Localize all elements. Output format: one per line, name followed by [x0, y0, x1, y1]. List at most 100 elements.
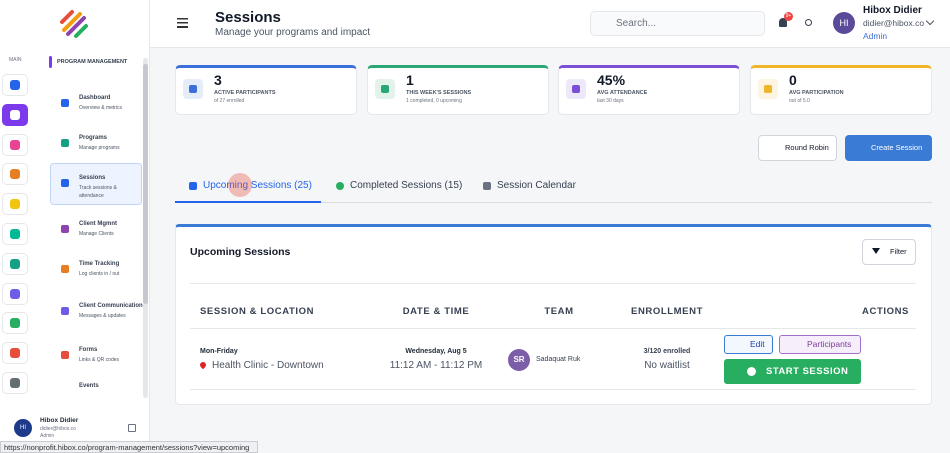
participants-button[interactable]: Participants [779, 335, 861, 354]
rail-icon [10, 318, 20, 329]
stat-label: AVG ATTENDANCE [597, 90, 648, 96]
column-header: ACTIONS [862, 306, 909, 317]
nav-title: Forms [79, 347, 98, 353]
tab[interactable]: Completed Sessions (15) [350, 180, 463, 191]
header-role: Admin [863, 31, 888, 41]
search[interactable]: Search... [590, 11, 765, 36]
header-avatar[interactable]: HI [833, 12, 855, 34]
tab-underline [175, 201, 321, 203]
start-button[interactable]: START SESSION [724, 359, 861, 384]
nav-title: Sessions [79, 175, 106, 181]
bell[interactable] [779, 18, 787, 27]
nav-subtitle: Overview & metrics [79, 105, 123, 111]
tab[interactable]: Upcoming Sessions (25) [203, 180, 312, 191]
round-robin-button[interactable]: Round Robin [758, 135, 837, 161]
page-title: Sessions [215, 9, 281, 26]
nav-item[interactable] [50, 376, 142, 408]
nav-subtitle: Track sessions & attendance [79, 185, 117, 199]
rail-icon [10, 109, 20, 120]
header-name: Hibox Didier [863, 5, 922, 16]
section-title: PROGRAM MANAGEMENT [57, 59, 128, 65]
start-icon [747, 367, 756, 376]
stat-card [367, 65, 549, 115]
stat-value: 3 [214, 72, 222, 88]
page-subtitle: Manage your programs and impact [215, 27, 371, 38]
divider [190, 328, 916, 329]
stat-label: AVG PARTICIPATION [789, 90, 844, 96]
nav-title: Dashboard [79, 95, 111, 101]
team-avatar: SR [508, 349, 530, 371]
session-schedule: Mon-Friday [200, 348, 238, 355]
session-date: Wednesday, Aug 5 [405, 348, 467, 355]
nav-subtitle: Log clients in / out [79, 271, 120, 277]
rail-label: MAIN [9, 57, 22, 63]
status-bar: https://nonprofit.hibox.co/program-manag… [0, 441, 258, 453]
nav-title: Events [79, 383, 99, 389]
header-email: didier@hibox.co [863, 18, 925, 28]
settings[interactable] [805, 19, 812, 26]
divider [190, 283, 916, 284]
rail-icon [10, 80, 20, 90]
nav-icon [61, 179, 69, 187]
user-email: didier@hibox.co [40, 426, 76, 432]
stat-icon-glyph [189, 85, 197, 93]
create-session-button[interactable]: Create Session [845, 135, 932, 161]
stat-label: THIS WEEK'S SESSIONS [406, 90, 472, 96]
stat-card [558, 65, 740, 115]
column-header: ENROLLMENT [631, 306, 703, 317]
logo[interactable] [58, 8, 90, 40]
nav-title: Time Tracking [79, 261, 120, 267]
nav-icon [61, 139, 69, 147]
waitlist: No waitlist [644, 360, 690, 371]
rail-icon [10, 169, 20, 180]
nav-icon [61, 351, 69, 359]
rail-icon [10, 258, 20, 269]
rail-icon [10, 378, 20, 388]
stat-value: 45% [597, 72, 626, 88]
tab-icon [336, 182, 344, 190]
stat-note: last 30 days [597, 98, 624, 104]
tab-icon [189, 182, 197, 190]
rail-icon [10, 199, 20, 210]
menu-button[interactable] [177, 18, 188, 28]
stat-note: of 27 enrolled [214, 98, 245, 104]
enrolled: 3/120 enrolled [643, 348, 691, 355]
nav-title: Client Mgmnt [79, 221, 117, 227]
rail-icon [10, 288, 20, 299]
stat-label: ACTIVE PARTICIPANTS [214, 90, 276, 96]
stat-icon-glyph [764, 85, 772, 93]
session-time: 11:12 AM - 11:12 PM [389, 360, 483, 371]
edit-button[interactable]: Edit [724, 335, 773, 354]
nav-subtitle: Links & QR codes [79, 357, 120, 363]
logout-icon[interactable] [128, 424, 136, 432]
rail-icon [10, 348, 20, 359]
session-location: Health Clinic - Downtown [212, 360, 324, 371]
stat-card [175, 65, 357, 115]
nav-subtitle: Messages & updates [79, 313, 126, 319]
filter-icon [872, 248, 880, 254]
column-header: TEAM [544, 306, 574, 317]
nav-icon [61, 307, 69, 315]
user-role: Admin [40, 433, 55, 439]
header [150, 0, 950, 48]
nav-icon [61, 99, 69, 107]
tab[interactable]: Session Calendar [497, 180, 576, 191]
nav-subtitle: Manage programs [79, 145, 120, 151]
nav-subtitle: Manage Clients [79, 231, 114, 237]
stat-note: out of 5.0 [789, 98, 810, 104]
cursor-highlight [228, 173, 252, 197]
user-avatar: HI [14, 419, 32, 437]
section-bar [49, 56, 52, 68]
filter-button[interactable]: Filter [862, 239, 916, 265]
tabs-line [175, 202, 932, 203]
rail-icon [10, 139, 20, 150]
nav-title: Client Communication [79, 303, 143, 309]
stat-value: 0 [789, 72, 797, 88]
rail-icon [10, 229, 20, 239]
nav-icon [61, 225, 69, 233]
scroll-thumb [143, 64, 148, 304]
divider [190, 389, 916, 390]
user-name: Hibox Didier [40, 417, 79, 424]
